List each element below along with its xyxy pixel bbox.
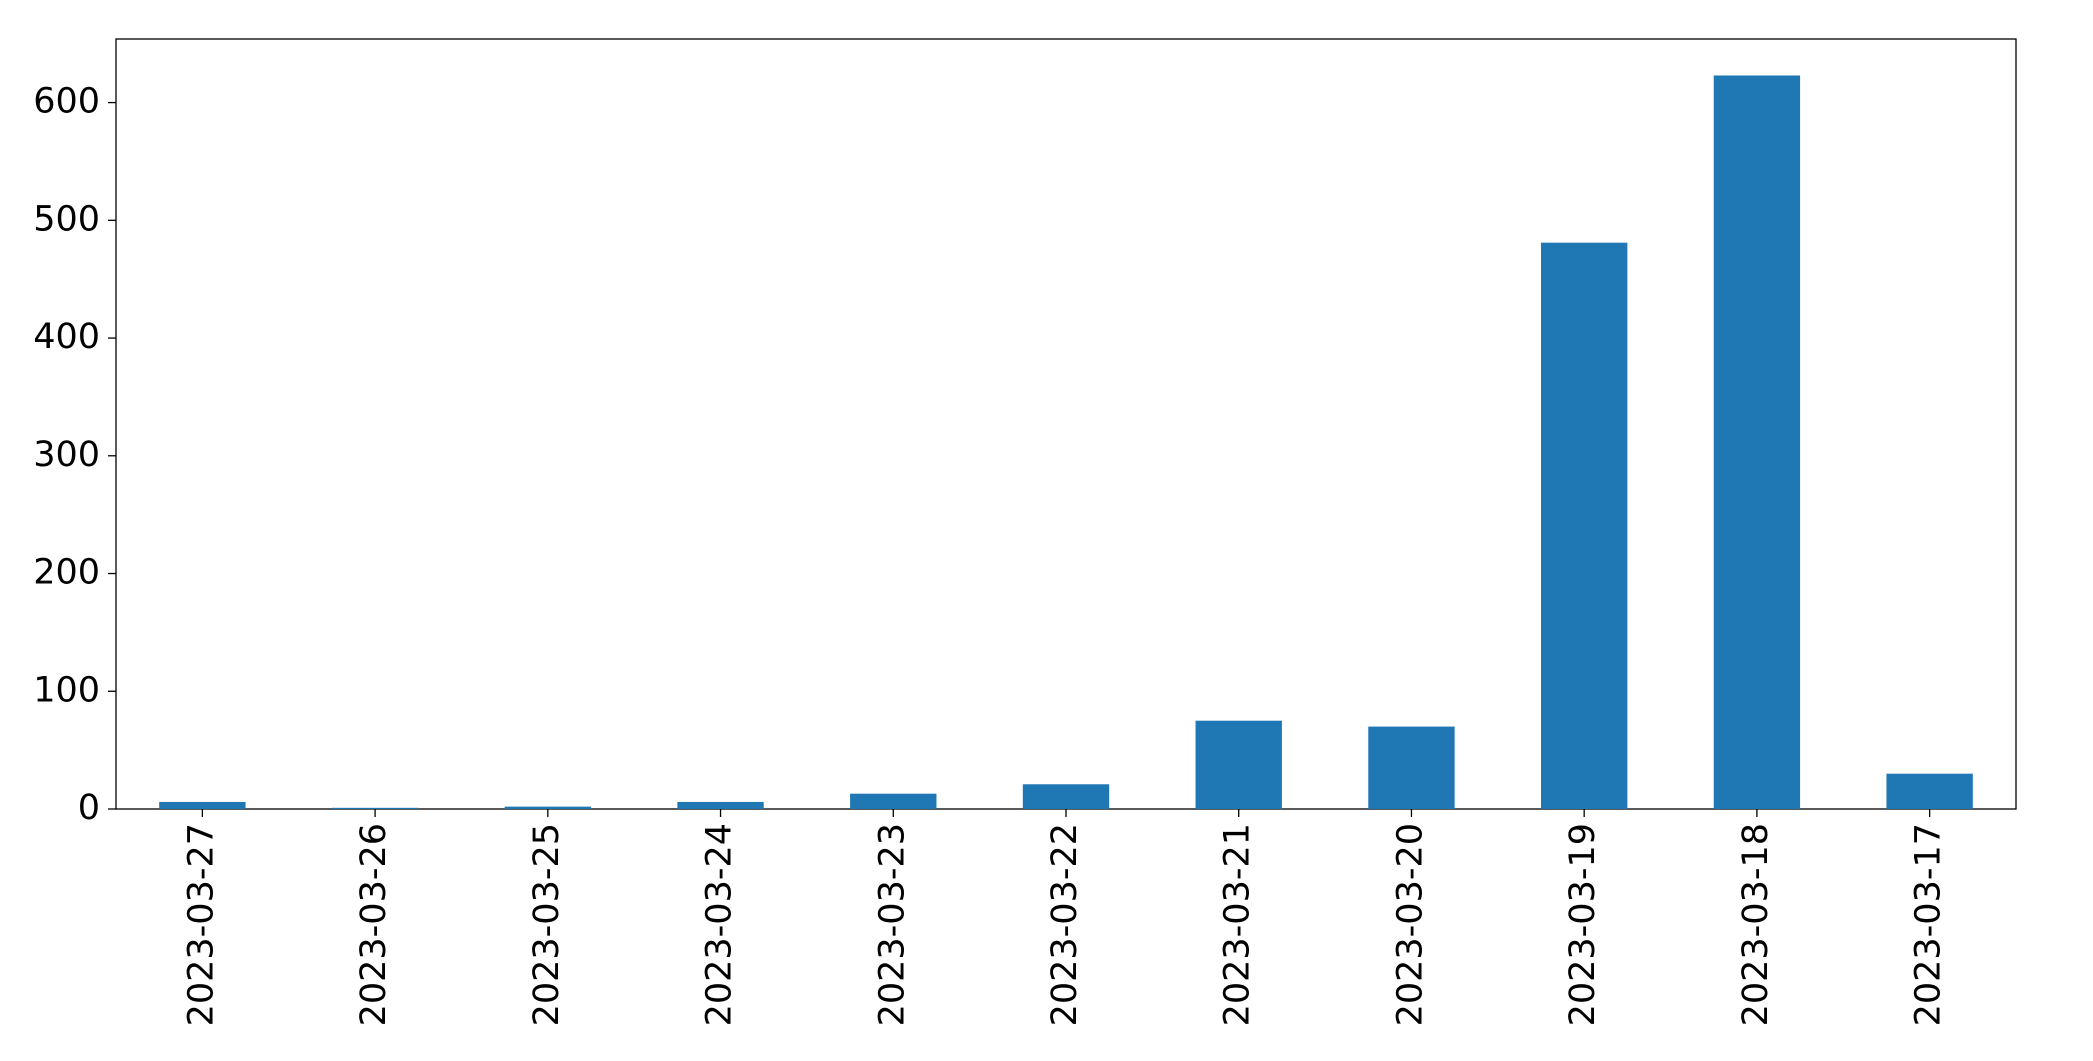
x-tick-label: 2023-03-20: [1390, 823, 1430, 1026]
y-tick-label: 500: [33, 199, 100, 239]
x-tick-label: 2023-03-27: [181, 823, 221, 1026]
bar: [850, 793, 937, 809]
x-tick-label: 2023-03-26: [354, 823, 394, 1026]
y-tick-label: 200: [33, 553, 100, 593]
x-tick-label: 2023-03-19: [1563, 823, 1603, 1026]
y-tick-label: 400: [33, 317, 100, 357]
x-tick-label: 2023-03-23: [872, 823, 912, 1026]
bar: [331, 807, 419, 809]
x-tick-label: 2023-03-18: [1736, 823, 1776, 1026]
bar: [677, 801, 764, 809]
x-tick-label: 2023-03-22: [1045, 823, 1085, 1026]
bar: [504, 806, 591, 809]
bar: [1368, 726, 1455, 809]
bar: [1022, 784, 1110, 809]
x-tick-label: 2023-03-25: [527, 823, 567, 1026]
bar: [1541, 242, 1628, 810]
bar: [1713, 75, 1801, 809]
x-tick-label: 2023-03-21: [1218, 823, 1258, 1026]
x-tick-label: 2023-03-17: [1909, 823, 1949, 1026]
bar: [159, 801, 246, 809]
y-tick-label: 600: [33, 82, 100, 122]
bar: [1886, 773, 1973, 809]
y-tick-label: 100: [33, 670, 100, 710]
x-tick-label: 2023-03-24: [700, 823, 740, 1026]
y-tick-label: 0: [78, 788, 100, 828]
bar: [1195, 720, 1282, 809]
y-tick-label: 300: [33, 435, 100, 475]
